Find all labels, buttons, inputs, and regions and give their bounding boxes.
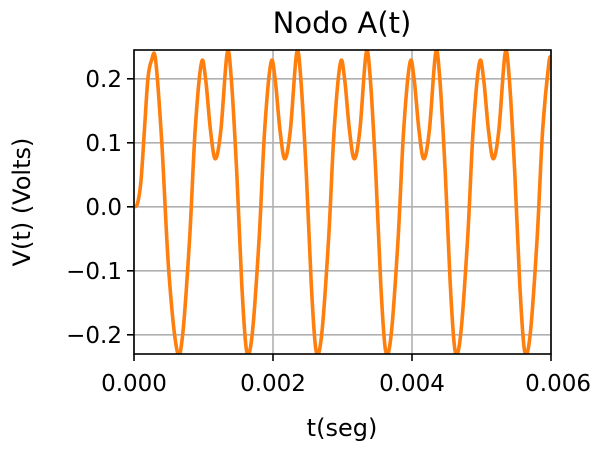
grid — [133, 50, 552, 354]
y-tick-label: −0.1 — [66, 259, 122, 285]
y-tick-label: 0.2 — [85, 67, 122, 93]
y-axis-label: V(t) (Volts) — [8, 138, 36, 267]
y-tick-label: −0.2 — [66, 323, 122, 349]
x-tick-label: 0.004 — [379, 371, 445, 397]
plot-frame — [133, 49, 552, 355]
plot-area — [134, 50, 551, 354]
chart-title: Nodo A(t) — [273, 6, 412, 40]
x-tick-label: 0.002 — [240, 371, 306, 397]
y-tick-label: 0.1 — [85, 131, 122, 157]
series-line — [134, 50, 551, 354]
x-axis-label: t(seg) — [307, 414, 378, 442]
x-tick-label: 0.000 — [101, 371, 167, 397]
y-axis: 0.2 0.1 0.0 −0.1 −0.2 — [66, 67, 134, 349]
y-tick-label: 0.0 — [85, 195, 122, 221]
x-tick-label: 0.006 — [525, 371, 591, 397]
x-axis: 0.000 0.002 0.004 0.006 — [101, 354, 591, 397]
